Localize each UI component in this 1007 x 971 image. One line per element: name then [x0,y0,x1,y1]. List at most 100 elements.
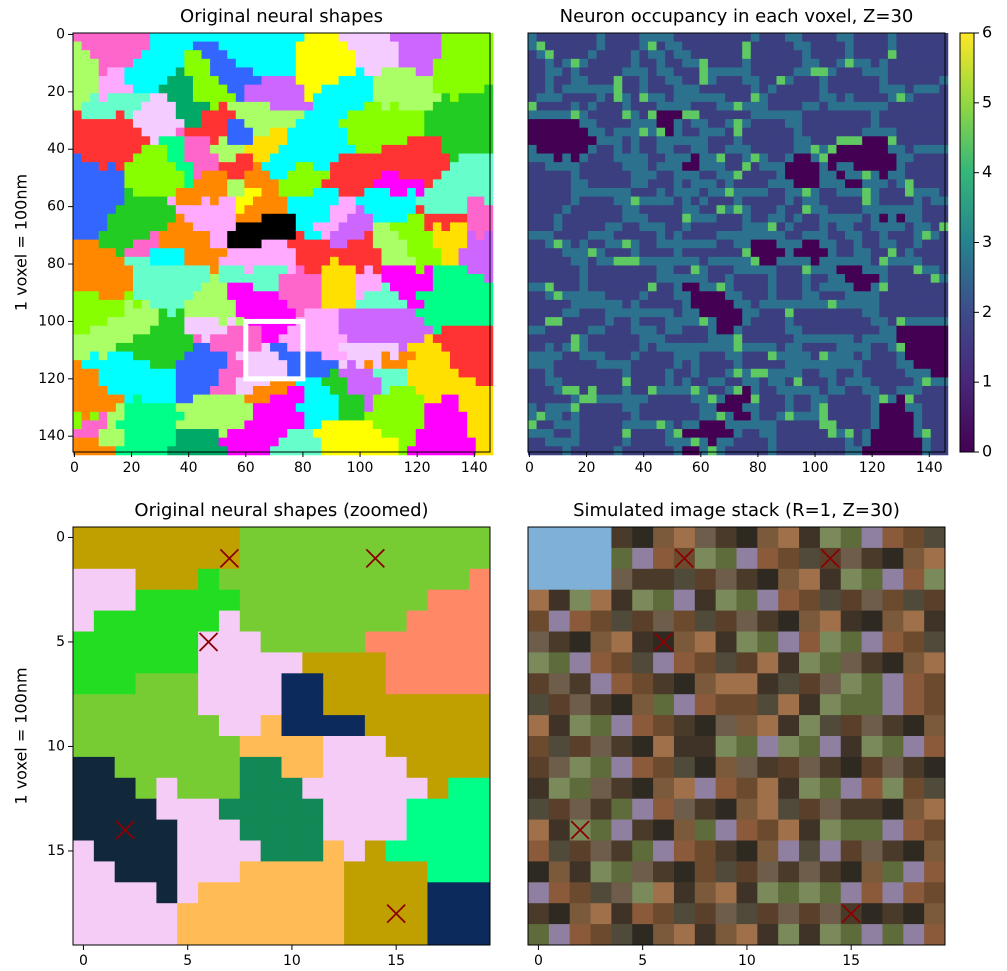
pixel [399,93,408,102]
pixel [176,429,185,438]
pixel [845,395,854,404]
pixel [82,179,91,188]
pixel [227,395,236,404]
pixel [124,300,133,309]
pixel [725,360,734,369]
pixel [390,446,399,455]
pixel [836,110,845,119]
pixel [99,343,108,352]
pixel [579,395,588,404]
pixel [296,412,305,421]
pixel [562,214,571,223]
pixel [90,420,99,429]
pixel [313,403,322,412]
pixel [364,145,373,154]
pixel [854,377,863,386]
pixel [528,119,537,128]
pixel [142,240,151,249]
pixel [198,590,219,611]
pixel [304,179,313,188]
pixel [854,240,863,249]
pixel [339,50,348,59]
pixel [708,274,717,283]
pixel [811,265,820,274]
pixel [193,265,202,274]
pixel [262,214,271,223]
pixel [339,352,348,361]
pixel [150,50,159,59]
pixel [854,119,863,128]
pixel [631,179,640,188]
pixel [459,67,468,76]
pixel [227,222,236,231]
pixel [896,76,905,85]
pixel [836,76,845,85]
pixel [528,369,537,378]
pixel [562,352,571,361]
pixel [193,197,202,206]
pixel [931,420,940,429]
pixel [768,179,777,188]
pixel [304,50,313,59]
pixel [253,231,262,240]
pixel [424,377,433,386]
pixel [210,102,219,111]
pixel [176,119,185,128]
pixel [99,429,108,438]
pixel [896,395,905,404]
pixel [150,145,159,154]
pixel [776,162,785,171]
pixel [176,352,185,361]
pixel [381,240,390,249]
pixel [579,403,588,412]
pixel [313,369,322,378]
pixel [571,369,580,378]
pixel [484,334,493,343]
pixel [785,274,794,283]
pixel [537,265,546,274]
pixel [244,188,253,197]
pixel [373,326,382,335]
pixel [253,412,262,421]
pixel [708,171,717,180]
pixel [416,300,425,309]
pixel [845,317,854,326]
pixel [562,291,571,300]
pixel [819,438,828,447]
pixel [622,85,631,94]
pixel [819,76,828,85]
pixel [219,240,228,249]
pixel [244,300,253,309]
pixel [639,438,648,447]
pixel [682,283,691,292]
pixel [768,240,777,249]
pixel [184,136,193,145]
pixel [433,334,442,343]
pixel [390,291,399,300]
pixel [262,154,271,163]
pixel [631,265,640,274]
pixel [304,119,313,128]
pixel [562,248,571,257]
pixel [210,429,219,438]
pixel [381,145,390,154]
pixel [622,102,631,111]
pixel [614,145,623,154]
pixel [167,162,176,171]
pixel [330,33,339,42]
pixel [648,283,657,292]
pixel [321,429,330,438]
pixel [751,42,760,51]
pixel [657,76,666,85]
pixel [287,231,296,240]
pixel [785,76,794,85]
pixel [356,377,365,386]
pixel [399,248,408,257]
pixel [330,205,339,214]
pixel [407,128,416,137]
pixel [896,154,905,163]
pixel [537,240,546,249]
pixel [150,188,159,197]
pixel [467,360,476,369]
pixel [562,136,571,145]
